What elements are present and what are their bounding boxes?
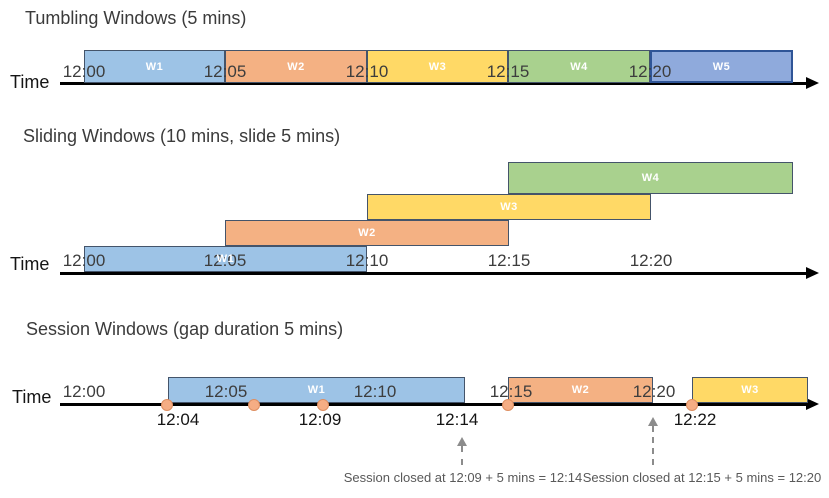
- event-time-label-1204: 12:04: [156, 410, 200, 429]
- session-window-block-w1: W1: [168, 377, 465, 403]
- session-close-arrow-up-icon: [648, 417, 658, 426]
- window-label-w2: W2: [287, 60, 305, 73]
- sliding-window-block-w4: W4: [508, 162, 793, 194]
- window-label-w5: W5: [712, 60, 731, 73]
- session-tick-1210: 12:10: [353, 382, 397, 401]
- event-dot-1204: [161, 399, 173, 411]
- session-timeline-arrow-icon: [806, 398, 819, 410]
- session-tick-1220: 12:20: [632, 382, 676, 401]
- tumbling-tick-1205: 12:05: [203, 62, 247, 81]
- session-window-block-w2: W2: [508, 377, 653, 403]
- event-dot-1222: [686, 399, 698, 411]
- window-label-w4: W4: [641, 172, 660, 184]
- tumbling-section-title: Tumbling Windows (5 mins): [25, 8, 247, 28]
- session-close-arrow-line: [652, 426, 654, 465]
- event-dot-1206: [248, 399, 260, 411]
- sliding-window-block-w1: W1: [84, 246, 367, 272]
- event-dot-1215: [502, 399, 514, 411]
- tumbling-timeline-arrow-icon: [806, 77, 819, 89]
- tumbling-time-axis-label: Time: [10, 72, 50, 92]
- window-label-w1: W1: [216, 253, 235, 265]
- tumbling-window-block-w5: W5: [650, 50, 793, 83]
- tumbling-window-block-w4: W4: [508, 50, 650, 83]
- event-dot-1209: [317, 399, 329, 411]
- sliding-window-block-w2: W2: [225, 220, 509, 246]
- tumbling-window-block-w3: W3: [367, 50, 508, 83]
- event-time-label-1209: 12:09: [298, 410, 342, 429]
- sliding-time-axis-label: Time: [10, 254, 50, 274]
- window-label-w3: W3: [741, 384, 759, 396]
- window-label-w3: W3: [500, 201, 518, 213]
- sliding-section-title: Sliding Windows (10 mins, slide 5 mins): [23, 126, 341, 146]
- session-close-arrow-up-icon: [457, 437, 467, 446]
- session-window-block-w3: W3: [692, 377, 808, 403]
- window-label-w2: W2: [571, 384, 590, 396]
- window-label-w3: W3: [428, 60, 447, 73]
- tumbling-tick-1220: 12:20: [628, 62, 672, 81]
- window-label-w4: W4: [570, 60, 588, 73]
- tumbling-tick-1215: 12:15: [486, 62, 530, 81]
- event-time-label-1222: 12:22: [673, 410, 717, 429]
- session-close-arrow-line: [461, 446, 463, 465]
- sliding-tick-1215: 12:15: [487, 251, 531, 270]
- session-time-axis-label: Time: [12, 387, 52, 407]
- tumbling-window-block-w1: W1: [84, 50, 225, 83]
- sliding-tick-1220: 12:20: [629, 251, 673, 270]
- window-label-w2: W2: [358, 227, 376, 239]
- session-close-annotation-2: Session closed at 12:15 + 5 mins = 12:20: [582, 470, 822, 485]
- session-section-title: Session Windows (gap duration 5 mins): [26, 319, 344, 339]
- sliding-timeline-arrow-icon: [806, 267, 819, 279]
- event-time-label-1214: 12:14: [435, 410, 479, 429]
- session-tick-1200: 12:00: [62, 382, 106, 401]
- tumbling-timeline: [60, 82, 808, 85]
- session-close-annotation-1: Session closed at 12:09 + 5 mins = 12:14: [343, 470, 583, 485]
- session-tick-1215: 12:15: [489, 382, 533, 401]
- sliding-tick-1210: 12:10: [345, 251, 389, 270]
- sliding-timeline: [60, 272, 808, 275]
- session-tick-1205: 12:05: [204, 382, 248, 401]
- window-label-w1: W1: [307, 384, 326, 396]
- window-label-w1: W1: [145, 60, 164, 73]
- sliding-window-block-w3: W3: [367, 194, 651, 220]
- sliding-tick-1200: 12:00: [62, 251, 106, 270]
- tumbling-tick-1200: 12:00: [62, 62, 106, 81]
- tumbling-window-block-w2: W2: [225, 50, 367, 83]
- tumbling-tick-1210: 12:10: [345, 62, 389, 81]
- sliding-tick-1205: 12:05: [203, 251, 247, 270]
- session-timeline: [60, 403, 808, 406]
